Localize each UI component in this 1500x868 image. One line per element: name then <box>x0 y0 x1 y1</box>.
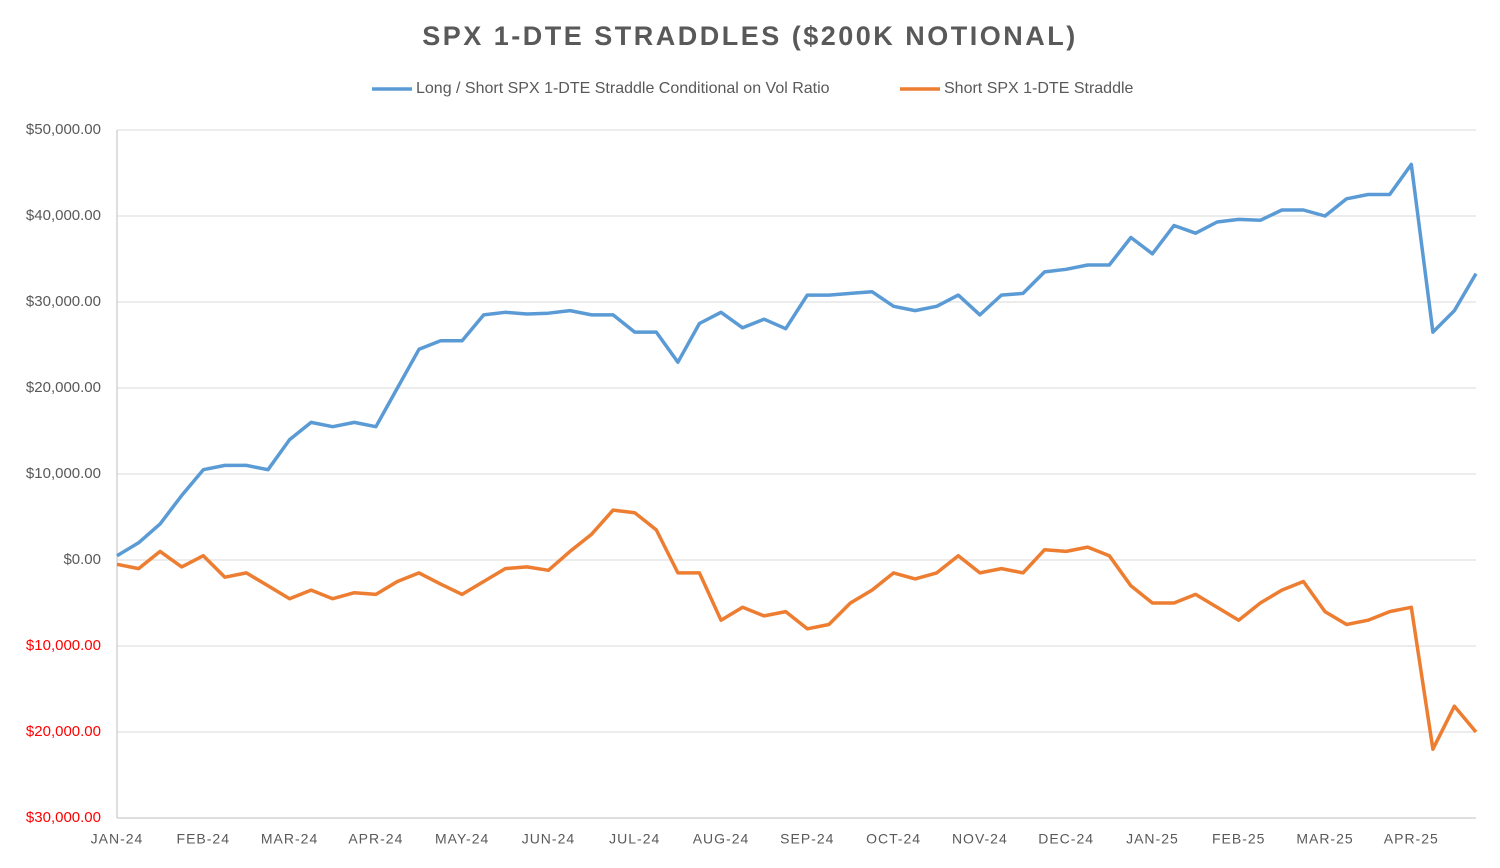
y-tick-label: $20,000.00 <box>26 379 101 396</box>
x-tick-label: SEP-24 <box>780 831 834 847</box>
x-tick-label: DEC-24 <box>1038 831 1094 847</box>
x-tick-label: FEB-25 <box>1212 831 1265 847</box>
y-tick-label: $20,000.00 <box>26 723 101 740</box>
x-tick-label: NOV-24 <box>952 831 1008 847</box>
x-tick-label: JAN-25 <box>1126 831 1179 847</box>
x-tick-label: FEB-24 <box>177 831 230 847</box>
x-tick-label: MAR-25 <box>1296 831 1353 847</box>
x-tick-label: APR-25 <box>1384 831 1439 847</box>
x-tick-label: MAY-24 <box>435 831 489 847</box>
x-tick-label: OCT-24 <box>866 831 921 847</box>
x-tick-label: JAN-24 <box>91 831 144 847</box>
series-line <box>116 508 1478 751</box>
legend-label: Long / Short SPX 1-DTE Straddle Conditio… <box>416 80 830 97</box>
x-tick-label: JUN-24 <box>522 831 575 847</box>
x-tick-label: APR-24 <box>348 831 403 847</box>
y-tick-label: $10,000.00 <box>26 465 101 482</box>
chart-title: SPX 1-DTE STRADDLES ($200K NOTIONAL) <box>422 21 1078 51</box>
x-tick-label: AUG-24 <box>693 831 750 847</box>
y-tick-label: $30,000.00 <box>26 809 101 826</box>
x-tick-label: MAR-24 <box>261 831 318 847</box>
series-line <box>116 162 1478 558</box>
x-tick-label: JUL-24 <box>609 831 660 847</box>
y-tick-label: $50,000.00 <box>26 121 101 138</box>
y-tick-label: $40,000.00 <box>26 207 101 224</box>
y-tick-label: $0.00 <box>63 551 101 568</box>
y-tick-label: $30,000.00 <box>26 293 101 310</box>
legend-label: Short SPX 1-DTE Straddle <box>944 80 1134 97</box>
y-tick-label: $10,000.00 <box>26 637 101 654</box>
